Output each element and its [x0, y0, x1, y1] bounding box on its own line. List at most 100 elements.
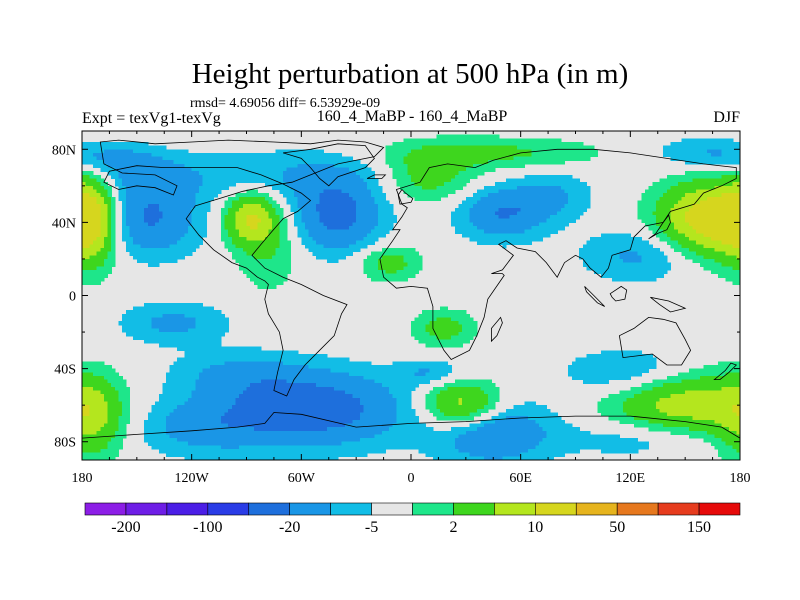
field-cell [107, 412, 123, 417]
field-cell [356, 204, 379, 209]
field-cell [169, 244, 200, 249]
field-cell [220, 416, 361, 421]
field-cell [659, 237, 672, 242]
field-cell [82, 247, 101, 253]
field-cell [242, 390, 346, 395]
field-cell [666, 174, 723, 180]
field-cell [235, 211, 270, 216]
field-cell [151, 317, 196, 322]
field-cell [476, 189, 500, 194]
field-cell [363, 258, 379, 264]
field-cell [655, 215, 672, 220]
field-cell [597, 401, 624, 406]
field-cell [301, 215, 321, 220]
field-cell [429, 408, 441, 414]
field-cell [568, 193, 591, 198]
field-cell [103, 237, 112, 242]
field-cell [114, 182, 123, 187]
field-cell [191, 167, 288, 172]
field-cell [663, 193, 686, 198]
field-cell [498, 189, 566, 194]
field-cell [352, 222, 379, 227]
field-cell [652, 229, 664, 234]
field-cell [82, 277, 105, 282]
field-cell [272, 185, 291, 191]
field-cell [111, 174, 120, 180]
field-cell [257, 284, 277, 289]
field-cell [82, 174, 90, 180]
field-cell [151, 405, 178, 410]
field-cell [268, 215, 280, 220]
field-cell [356, 211, 379, 216]
field-cell [107, 251, 116, 256]
field-cell [688, 237, 712, 242]
field-cell [524, 229, 558, 234]
field-cell [378, 218, 397, 223]
field-cell [82, 160, 105, 165]
field-cell [315, 240, 357, 245]
field-cell [363, 262, 379, 267]
field-cell [637, 200, 657, 205]
field-cell [535, 445, 650, 450]
field-cell [506, 178, 580, 183]
field-cell [440, 306, 449, 311]
field-cell [151, 324, 196, 329]
field-cell [443, 182, 467, 187]
field-cell [721, 423, 740, 428]
field-cell [92, 185, 105, 191]
field-cell [82, 456, 116, 460]
field-cell [725, 441, 740, 446]
field-cell [118, 196, 127, 202]
field-cell [396, 412, 416, 417]
field-cell [688, 434, 716, 439]
field-cell [359, 412, 397, 417]
field-cell [685, 390, 740, 395]
field-cell [696, 189, 740, 194]
field-cell [688, 222, 740, 227]
field-cell [601, 412, 628, 417]
field-cell [202, 174, 284, 180]
field-cell [396, 401, 412, 406]
field-cell [114, 178, 123, 183]
field-cell [250, 383, 317, 388]
field-cell [133, 306, 215, 311]
field-cell [396, 397, 412, 403]
field-cell [122, 313, 164, 319]
field-cell [162, 156, 354, 161]
field-cell [82, 229, 101, 234]
y-tick-label: 80N [52, 143, 76, 158]
field-cell [469, 412, 482, 417]
field-cell [378, 204, 394, 209]
field-cell [429, 332, 460, 337]
field-cell [356, 171, 376, 176]
field-cell [231, 237, 248, 242]
field-cell [264, 207, 277, 213]
field-cell [235, 258, 291, 264]
field-cell [147, 222, 156, 227]
field-cell [144, 211, 164, 216]
field-cell [710, 441, 726, 446]
field-cell [100, 233, 109, 238]
field-cell [107, 222, 112, 227]
field-cell [341, 441, 456, 446]
field-cell [560, 185, 591, 191]
field-cell [224, 204, 233, 209]
field-cell [714, 445, 734, 450]
field-cell [363, 269, 387, 275]
field-cell [118, 427, 127, 432]
field-cell [184, 313, 226, 319]
field-cell [458, 401, 463, 406]
field-cell [648, 226, 661, 231]
field-cell [670, 244, 683, 249]
field-cell [122, 215, 127, 220]
field-cell [114, 386, 131, 392]
field-cell [681, 379, 740, 384]
field-cell [400, 185, 423, 191]
field-cell [111, 204, 116, 209]
field-cell [542, 427, 580, 432]
field-cell [641, 193, 664, 198]
field-cell [374, 434, 460, 439]
field-cell [96, 251, 109, 256]
field-cell [188, 328, 229, 333]
field-cell [568, 200, 591, 205]
